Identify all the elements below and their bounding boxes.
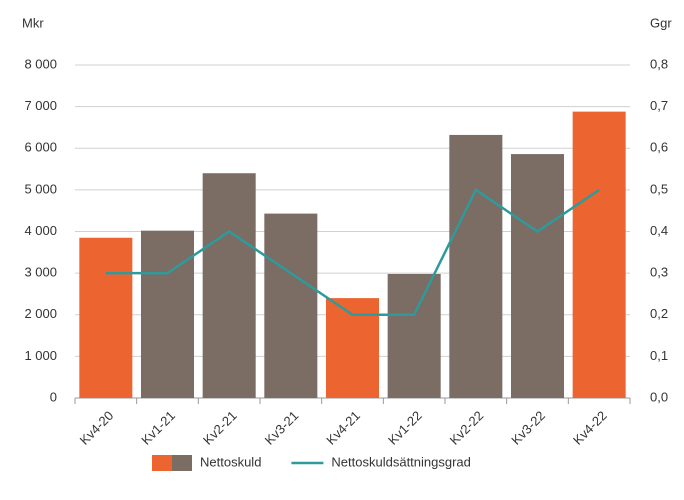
y2-tick-label: 0,1 <box>650 348 668 363</box>
x-tick-label: Kv4-20 <box>77 408 117 448</box>
y2-tick-label: 0,3 <box>650 265 668 280</box>
y2-tick-label: 0,8 <box>650 56 668 71</box>
legend-label: Nettoskuld <box>200 454 261 469</box>
bar <box>510 154 565 398</box>
y-tick-label: 8 000 <box>24 56 57 71</box>
y-tick-label: 3 000 <box>24 265 57 280</box>
x-tick-label: Kv1-21 <box>138 408 178 448</box>
legend-label: Nettoskuldsättningsgrad <box>331 454 470 469</box>
x-tick-label: Kv2-22 <box>447 408 487 448</box>
bar <box>140 230 195 398</box>
bar <box>202 173 256 398</box>
y-axis-label: Mkr <box>22 15 44 30</box>
legend-swatch <box>172 455 192 471</box>
y2-tick-label: 0,5 <box>650 181 668 196</box>
y2-tick-label: 0,0 <box>650 389 668 404</box>
y2-tick-label: 0,4 <box>650 223 668 238</box>
x-tick-label: Kv2-21 <box>200 408 240 448</box>
y2-tick-label: 0,2 <box>650 306 668 321</box>
y-tick-label: 2 000 <box>24 306 57 321</box>
x-tick-label: Kv4-22 <box>570 408 610 448</box>
y-tick-label: 5 000 <box>24 181 57 196</box>
y-tick-label: 1 000 <box>24 348 57 363</box>
bar <box>572 111 626 399</box>
y-tick-label: 6 000 <box>24 140 57 155</box>
x-tick-label: Kv3-21 <box>262 408 302 448</box>
line <box>105 188 600 316</box>
x-tick-label: Kv1-22 <box>385 408 425 448</box>
x-tick-label: Kv4-21 <box>323 408 363 448</box>
bar <box>264 213 318 398</box>
x-tick-label: Kv3-22 <box>508 408 548 448</box>
y-tick-label: 4 000 <box>24 223 57 238</box>
bar <box>387 273 441 398</box>
y-tick-label: 0 <box>50 389 57 404</box>
y2-axis-label: Ggr <box>650 15 672 30</box>
bar <box>79 237 133 398</box>
y2-tick-label: 0,6 <box>650 140 668 155</box>
y2-tick-label: 0,7 <box>650 98 668 113</box>
bar <box>449 134 503 398</box>
legend-swatch <box>152 455 172 471</box>
bar <box>325 298 380 398</box>
y-tick-label: 7 000 <box>24 98 57 113</box>
